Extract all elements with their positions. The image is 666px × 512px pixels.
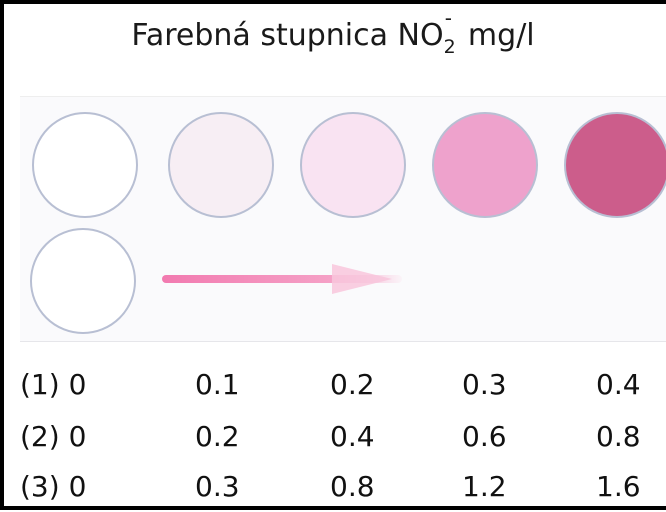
title-subscript: 2 [443,36,456,58]
scale-value: 0.8 [596,420,641,453]
scale-row-label: (3) 0 [20,470,87,503]
scale-row-label: (2) 0 [20,420,87,453]
title-superscript: - [444,6,452,30]
scale-value: 0.1 [195,368,240,401]
scale-value: 0.2 [330,368,375,401]
scale-value: 0.8 [330,470,375,503]
scale-row-1: (1) 0 0.1 0.2 0.3 0.4 [0,360,666,410]
swatch-2 [300,112,406,218]
scale-row-3: (3) 0 0.3 0.8 1.2 1.6 [0,462,666,512]
figure-title: Farebná stupnica NO2 - mg/l [0,6,666,58]
direction-arrow-head [332,264,392,294]
scale-value: 0.3 [462,368,507,401]
swatch-4 [564,112,666,218]
title-unit: mg/l [467,18,535,53]
scale-value: 0.4 [596,368,641,401]
scale-value: 0.6 [462,420,507,453]
swatch-0 [32,112,138,218]
title-text: Farebná stupnica NO [131,18,444,53]
swatch-1 [168,112,274,218]
scale-value: 0.4 [330,420,375,453]
reference-swatch [30,228,136,334]
scale-value: 1.6 [596,470,641,503]
scale-value: 0.2 [195,420,240,453]
scale-value: 0.3 [195,470,240,503]
swatch-3 [432,112,538,218]
scale-row-2: (2) 0 0.2 0.4 0.6 0.8 [0,412,666,462]
direction-arrow [162,275,402,283]
scale-value: 1.2 [462,470,507,503]
scale-row-label: (1) 0 [20,368,87,401]
